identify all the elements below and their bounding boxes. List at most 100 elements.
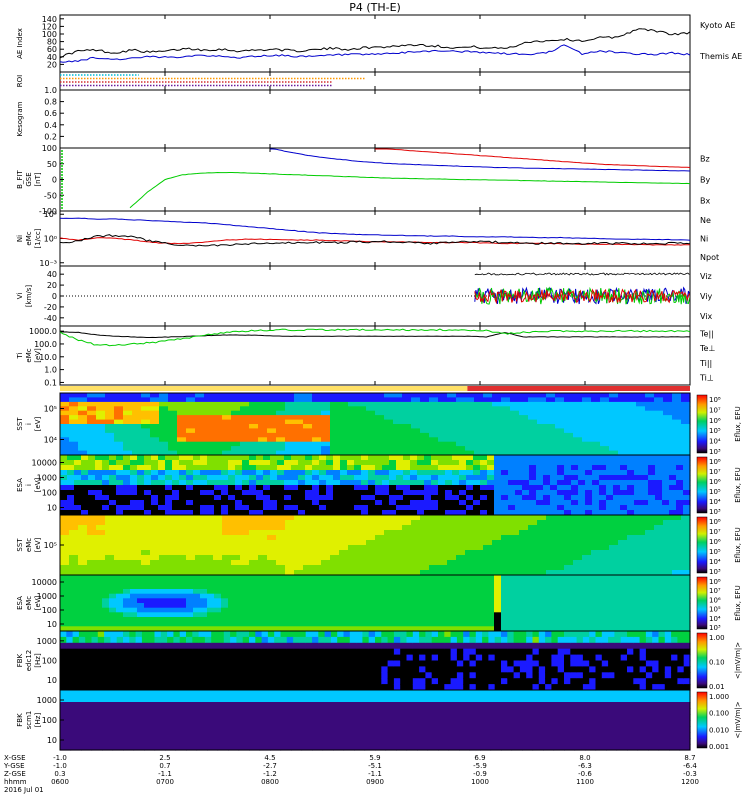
y-tick-label: 10000	[32, 459, 57, 468]
y-axis-label: eMc	[25, 348, 33, 362]
y-tick-label: 100.0	[34, 340, 57, 349]
colorbar-title: Eflux, EFU	[734, 467, 742, 502]
panel-frame-bfit	[59, 147, 691, 212]
position-value: -0.3	[683, 770, 697, 778]
series-themis-ae	[59, 28, 691, 59]
colorbar-label: 10⁷	[709, 468, 721, 476]
position-value: 1100	[576, 778, 594, 786]
y-axis-label: ESA	[16, 478, 24, 492]
y-axis-label: Ti	[16, 352, 24, 359]
spectrogram-sst1	[60, 393, 691, 456]
y-tick-label: 1000	[37, 474, 57, 483]
y-axis-label: [Hz]	[34, 653, 42, 668]
legend-bx: Bx	[700, 197, 710, 206]
position-value: -0.9	[473, 770, 487, 778]
panel-frame-ae	[59, 14, 691, 73]
colorbar-title: <|mV/m|>	[734, 701, 742, 738]
spectrogram-esa2	[60, 575, 691, 632]
colorbar-label: 0.001	[709, 743, 729, 751]
y-tick-label: 0.2	[44, 132, 57, 141]
position-value: 2.5	[159, 754, 170, 762]
y-tick-label: 20	[47, 60, 57, 69]
y-tick-label: 0	[52, 176, 57, 185]
y-tick-label: 50	[47, 160, 57, 169]
position-value: 0.3	[54, 770, 65, 778]
y-tick-label: 1000.0	[29, 327, 57, 336]
y-tick-label: 10⁻³	[39, 259, 57, 268]
position-value: 6.9	[474, 754, 485, 762]
y-tick-label: 100	[42, 30, 57, 39]
series-ti	[59, 328, 691, 347]
colorbar-label: 10⁴	[709, 558, 721, 566]
colorbar-label: 10³	[709, 448, 721, 456]
series-bz	[375, 148, 691, 168]
legend-viy: Viy	[700, 292, 713, 301]
y-tick-label: 10⁰	[44, 235, 57, 244]
position-value: 1200	[681, 778, 699, 786]
position-value: -6.4	[683, 762, 697, 770]
y-axis-label: FBK	[16, 713, 24, 727]
y-tick-label: 80	[47, 38, 57, 47]
legend-by: By	[700, 176, 710, 185]
y-tick-label: 10	[47, 676, 57, 685]
legend-ti-: Ti⊥	[699, 374, 714, 383]
y-tick-label: 100	[42, 606, 57, 615]
colorbar-label: 10⁶	[709, 417, 721, 425]
y-axis-label: [km/s]	[25, 285, 33, 308]
plot-date: 2016 Jul 01	[4, 786, 44, 794]
y-axis-label: i	[25, 423, 33, 425]
y-tick-label: 100	[42, 716, 57, 725]
legend-ne: Ne	[700, 216, 711, 225]
colorbar-label: 10³	[709, 508, 721, 516]
colorbar-label: 10⁶	[709, 596, 721, 604]
legend-te-: Te||	[699, 329, 714, 338]
y-tick-label: 40	[47, 53, 57, 62]
position-row-label: X-GSE	[4, 754, 26, 762]
y-tick-label: 1000	[37, 592, 57, 601]
position-value: 0.7	[159, 762, 170, 770]
mode-bar-slow	[60, 386, 468, 391]
position-value: -1.2	[263, 770, 277, 778]
y-axis-label: FBK	[16, 653, 24, 667]
position-row-label: hhmm	[4, 778, 27, 786]
y-tick-label: 10³	[44, 210, 57, 219]
position-value: -1.1	[368, 770, 382, 778]
colorbar-title: Eflux, EFU	[734, 527, 742, 562]
colorbar-label: 10⁸	[709, 458, 721, 466]
position-value: 5.9	[369, 754, 380, 762]
panel-frame-ti	[59, 325, 691, 386]
y-axis-label: SST	[16, 417, 24, 431]
y-axis-label: i	[25, 484, 33, 486]
mode-bar-fast	[467, 386, 690, 391]
colorbar-label: 10⁵	[709, 548, 721, 556]
y-axis-label: [eV]	[34, 477, 42, 492]
spectrogram-fbk1	[60, 631, 691, 691]
y-axis-label: eMc	[25, 231, 33, 245]
y-axis-label: eMc	[25, 538, 33, 552]
position-value: 8.0	[579, 754, 590, 762]
legend-kyoto-ae: Kyoto AE	[700, 21, 735, 30]
figure-title: P4 (TH-E)	[349, 1, 401, 14]
y-axis-label: [nT]	[34, 172, 42, 186]
y-tick-label: -50	[44, 191, 57, 200]
y-axis-label: [eV]	[34, 348, 42, 363]
position-value: 0600	[51, 778, 69, 786]
colorbar	[696, 691, 708, 749]
colorbar-title: <|mV/m|>	[734, 642, 742, 679]
position-value: 4.5	[264, 754, 275, 762]
y-tick-label: 1.0	[44, 86, 57, 95]
colorbar-label: 10⁶	[709, 538, 721, 546]
y-axis-label: GSE	[25, 172, 33, 186]
y-tick-label: -40	[44, 314, 57, 323]
y-axis-label: ESA	[16, 596, 24, 610]
colorbar-label: 10⁵	[709, 427, 721, 435]
position-value: 0900	[366, 778, 384, 786]
colorbar-label: 10³	[709, 624, 721, 632]
series-kyoto-ae	[59, 44, 691, 63]
y-axis-label: Vi	[16, 293, 24, 300]
y-tick-label: 120	[42, 22, 57, 31]
position-value: -1.0	[53, 754, 67, 762]
colorbar-title: Eflux, EFU	[734, 406, 742, 441]
y-tick-label: 0.6	[44, 109, 57, 118]
y-tick-label: 60	[47, 45, 57, 54]
